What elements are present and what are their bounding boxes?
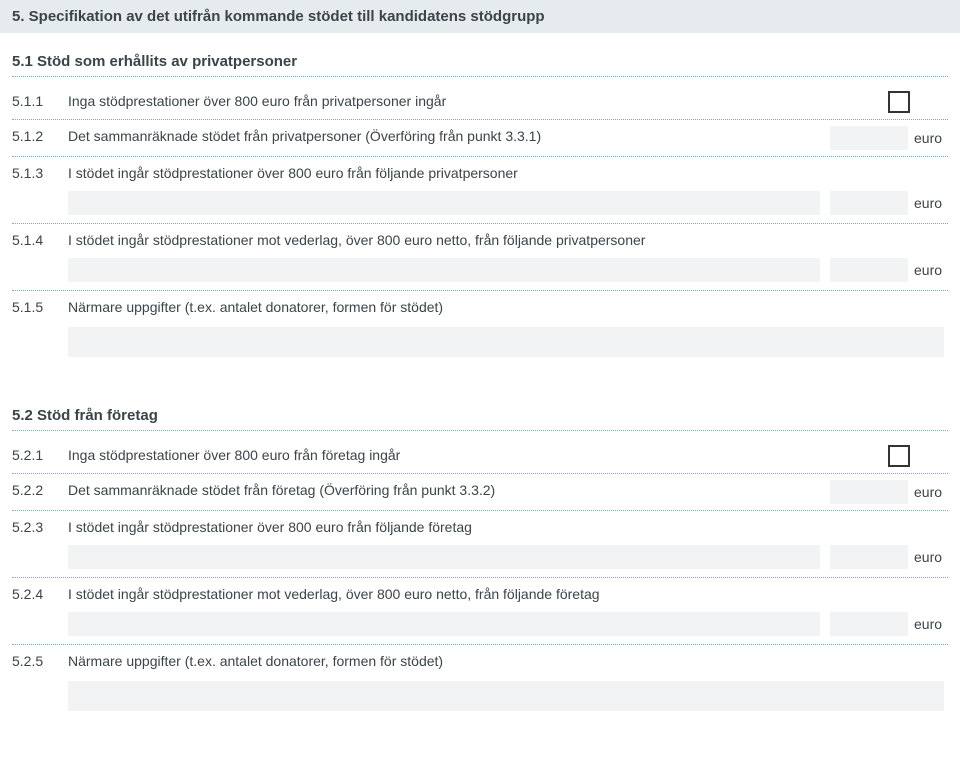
row-5-1-2-control: euro <box>830 126 948 150</box>
textarea-5-2-5[interactable] <box>68 681 944 711</box>
row-5-2-5-label: Närmare uppgifter (t.ex. antalet donator… <box>68 651 948 669</box>
row-5-2-1: 5.2.1 Inga stödprestationer över 800 eur… <box>12 439 948 474</box>
euro-label: euro <box>914 616 948 632</box>
gap <box>12 367 948 393</box>
subrow-5-1-3: euro <box>12 187 948 224</box>
row-5-2-1-num: 5.2.1 <box>12 445 68 463</box>
section-5-2-heading: 5.2 Stöd från företag <box>12 407 948 431</box>
euro-label: euro <box>914 549 948 565</box>
checkbox-5-2-1[interactable] <box>888 445 910 467</box>
amount-group-5-1-4: euro <box>830 258 948 282</box>
section-5-title: 5. Specifikation av det utifrån kommande… <box>12 8 545 25</box>
row-5-2-2: 5.2.2 Det sammanräknade stödet från före… <box>12 474 948 511</box>
amount-group-5-2-3: euro <box>830 545 948 569</box>
row-5-1-5-num: 5.1.5 <box>12 297 68 315</box>
amount-input-5-1-2[interactable] <box>830 126 908 150</box>
amount-input-5-2-4[interactable] <box>830 612 908 636</box>
section-5-1: 5.1 Stöd som erhållits av privatpersoner… <box>0 33 960 727</box>
row-5-1-2: 5.1.2 Det sammanräknade stödet från priv… <box>12 120 948 157</box>
amount-input-5-2-2[interactable] <box>830 480 908 504</box>
textarea-5-1-5[interactable] <box>68 327 944 357</box>
row-5-1-3-num: 5.1.3 <box>12 163 68 181</box>
checkbox-5-1-1[interactable] <box>888 91 910 113</box>
amount-group-5-2-4: euro <box>830 612 948 636</box>
row-5-2-3: 5.2.3 I stödet ingår stödprestationer öv… <box>12 511 948 541</box>
section-5-header: 5. Specifikation av det utifrån kommande… <box>0 0 960 33</box>
name-input-5-1-3[interactable] <box>68 191 820 215</box>
name-input-5-2-4[interactable] <box>68 612 820 636</box>
spacer <box>12 612 68 636</box>
amount-input-5-2-3[interactable] <box>830 545 908 569</box>
row-5-2-2-label: Det sammanräknade stödet från företag (Ö… <box>68 480 830 498</box>
section-5-1-heading: 5.1 Stöd som erhållits av privatpersoner <box>12 53 948 77</box>
euro-label: euro <box>914 484 948 500</box>
spacer <box>12 258 68 282</box>
subrow-5-2-4: euro <box>12 608 948 645</box>
row-5-1-2-label: Det sammanräknade stödet från privatpers… <box>68 126 830 144</box>
row-5-1-1-control <box>888 91 948 113</box>
row-5-1-1-num: 5.1.1 <box>12 91 68 109</box>
row-5-2-4-label: I stödet ingår stödprestationer mot vede… <box>68 584 948 602</box>
euro-label: euro <box>914 195 948 211</box>
amount-input-5-1-4[interactable] <box>830 258 908 282</box>
row-5-1-4: 5.1.4 I stödet ingår stödprestationer mo… <box>12 224 948 254</box>
row-5-1-3-label: I stödet ingår stödprestationer över 800… <box>68 163 948 181</box>
subrow-5-1-4: euro <box>12 254 948 291</box>
form-container: 5. Specifikation av det utifrån kommande… <box>0 0 960 727</box>
row-5-1-5: 5.1.5 Närmare uppgifter (t.ex. antalet d… <box>12 291 948 321</box>
row-5-2-3-label: I stödet ingår stödprestationer över 800… <box>68 517 948 535</box>
spacer <box>12 545 68 569</box>
row-5-1-4-num: 5.1.4 <box>12 230 68 248</box>
row-5-2-4-num: 5.2.4 <box>12 584 68 602</box>
row-5-2-1-label: Inga stödprestationer över 800 euro från… <box>68 445 888 463</box>
row-5-1-2-num: 5.1.2 <box>12 126 68 144</box>
row-5-1-1: 5.1.1 Inga stödprestationer över 800 eur… <box>12 85 948 120</box>
spacer <box>12 191 68 215</box>
row-5-2-5: 5.2.5 Närmare uppgifter (t.ex. antalet d… <box>12 645 948 675</box>
row-5-2-5-num: 5.2.5 <box>12 651 68 669</box>
amount-input-5-1-3[interactable] <box>830 191 908 215</box>
row-5-1-1-label: Inga stödprestationer över 800 euro från… <box>68 91 888 109</box>
row-5-2-3-num: 5.2.3 <box>12 517 68 535</box>
row-5-1-4-label: I stödet ingår stödprestationer mot vede… <box>68 230 948 248</box>
subrow-5-2-3: euro <box>12 541 948 578</box>
row-5-1-5-label: Närmare uppgifter (t.ex. antalet donator… <box>68 297 948 315</box>
row-5-2-1-control <box>888 445 948 467</box>
euro-label: euro <box>914 262 948 278</box>
euro-label: euro <box>914 130 948 146</box>
row-5-2-2-num: 5.2.2 <box>12 480 68 498</box>
name-input-5-1-4[interactable] <box>68 258 820 282</box>
name-input-5-2-3[interactable] <box>68 545 820 569</box>
amount-group-5-1-3: euro <box>830 191 948 215</box>
row-5-1-3: 5.1.3 I stödet ingår stödprestationer öv… <box>12 157 948 187</box>
row-5-2-4: 5.2.4 I stödet ingår stödprestationer mo… <box>12 578 948 608</box>
row-5-2-2-control: euro <box>830 480 948 504</box>
